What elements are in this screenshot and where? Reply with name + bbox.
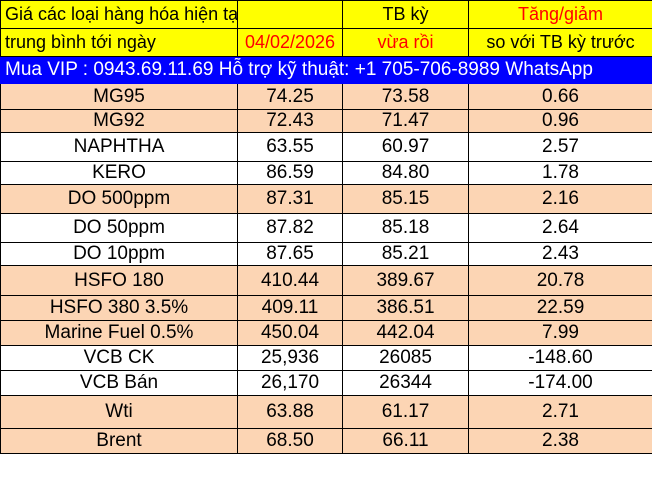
commodity-name: HSFO 380 3.5% [0, 295, 238, 321]
previous-average: 84.80 [342, 161, 469, 185]
table-row: KERO 86.59 84.80 1.78 [0, 161, 652, 185]
table-row: VCB CK 25,936 26085 -148.60 [0, 345, 652, 371]
commodity-name: Brent [0, 428, 238, 454]
current-price: 87.31 [237, 184, 343, 214]
current-price: 72.43 [237, 109, 343, 133]
current-price: 63.55 [237, 132, 343, 162]
change-value: 2.71 [468, 395, 652, 429]
header-blank-cell [237, 0, 343, 29]
change-value: 2.16 [468, 184, 652, 214]
header-prev-avg-line1: TB kỳ [342, 0, 469, 29]
header-title-prefix: trung bình tới ngày [5, 32, 156, 52]
change-value: 22.59 [468, 295, 652, 321]
current-price: 74.25 [237, 83, 343, 110]
header-row-2: trung bình tới ngày 04/02/2026 vừa rồi s… [0, 28, 652, 57]
header-title-line1: Giá các loại hàng hóa hiện tại [0, 0, 238, 29]
change-value: 2.64 [468, 213, 652, 243]
previous-average: 26344 [342, 370, 469, 396]
current-price: 86.59 [237, 161, 343, 185]
contact-banner: Mua VIP : 0943.69.11.69 Hỗ trợ kỹ thuật:… [0, 56, 652, 84]
table-row: HSFO 180 410.44 389.67 20.78 [0, 265, 652, 296]
change-value: 0.96 [468, 109, 652, 133]
previous-average: 26085 [342, 345, 469, 371]
table-row: DO 50ppm 87.82 85.18 2.64 [0, 213, 652, 243]
header-date: 04/02/2026 [237, 28, 343, 57]
commodity-name: DO 500ppm [0, 184, 238, 214]
previous-average: 73.58 [342, 83, 469, 110]
previous-average: 85.21 [342, 242, 469, 266]
previous-average: 386.51 [342, 295, 469, 321]
change-value: 1.78 [468, 161, 652, 185]
header-change-line2: so với TB kỳ trước [468, 28, 652, 57]
change-value: 2.57 [468, 132, 652, 162]
table-row: MG95 74.25 73.58 0.66 [0, 83, 652, 110]
table-row: DO 10ppm 87.65 85.21 2.43 [0, 242, 652, 266]
header-prev-avg-line2: vừa rồi [342, 28, 469, 57]
current-price: 25,936 [237, 345, 343, 371]
table-row: Marine Fuel 0.5% 450.04 442.04 7.99 [0, 320, 652, 346]
table-row: MG92 72.43 71.47 0.96 [0, 109, 652, 133]
current-price: 410.44 [237, 265, 343, 296]
current-price: 68.50 [237, 428, 343, 454]
price-table: Giá các loại hàng hóa hiện tại TB kỳ Tăn… [0, 0, 652, 454]
previous-average: 61.17 [342, 395, 469, 429]
previous-average: 60.97 [342, 132, 469, 162]
current-price: 26,170 [237, 370, 343, 396]
banner-row: Mua VIP : 0943.69.11.69 Hỗ trợ kỹ thuật:… [0, 56, 652, 84]
change-value: 0.66 [468, 83, 652, 110]
previous-average: 85.18 [342, 213, 469, 243]
change-value: -148.60 [468, 345, 652, 371]
header-change-line1: Tăng/giảm [468, 0, 652, 29]
table-row: VCB Bán 26,170 26344 -174.00 [0, 370, 652, 396]
header-title-line2: trung bình tới ngày [0, 28, 238, 57]
current-price: 87.82 [237, 213, 343, 243]
change-value: 20.78 [468, 265, 652, 296]
commodity-name: KERO [0, 161, 238, 185]
commodity-name: VCB Bán [0, 370, 238, 396]
table-row: Brent 68.50 66.11 2.38 [0, 428, 652, 454]
commodity-name: MG92 [0, 109, 238, 133]
commodity-name: DO 50ppm [0, 213, 238, 243]
header-row-1: Giá các loại hàng hóa hiện tại TB kỳ Tăn… [0, 0, 652, 29]
change-value: 7.99 [468, 320, 652, 346]
current-price: 63.88 [237, 395, 343, 429]
commodity-rows: MG95 74.25 73.58 0.66 MG92 72.43 71.47 0.96 NAPH… [0, 83, 652, 454]
commodity-name: Marine Fuel 0.5% [0, 320, 238, 346]
table-row: NAPHTHA 63.55 60.97 2.57 [0, 132, 652, 162]
table-row: Wti 63.88 61.17 2.71 [0, 395, 652, 429]
commodity-name: HSFO 180 [0, 265, 238, 296]
commodity-name: DO 10ppm [0, 242, 238, 266]
table-row: HSFO 380 3.5% 409.11 386.51 22.59 [0, 295, 652, 321]
commodity-name: NAPHTHA [0, 132, 238, 162]
previous-average: 71.47 [342, 109, 469, 133]
commodity-name: VCB CK [0, 345, 238, 371]
current-price: 409.11 [237, 295, 343, 321]
current-price: 450.04 [237, 320, 343, 346]
commodity-name: MG95 [0, 83, 238, 110]
current-price: 87.65 [237, 242, 343, 266]
previous-average: 389.67 [342, 265, 469, 296]
commodity-name: Wti [0, 395, 238, 429]
previous-average: 66.11 [342, 428, 469, 454]
change-value: -174.00 [468, 370, 652, 396]
previous-average: 85.15 [342, 184, 469, 214]
table-row: DO 500ppm 87.31 85.15 2.16 [0, 184, 652, 214]
previous-average: 442.04 [342, 320, 469, 346]
change-value: 2.38 [468, 428, 652, 454]
change-value: 2.43 [468, 242, 652, 266]
